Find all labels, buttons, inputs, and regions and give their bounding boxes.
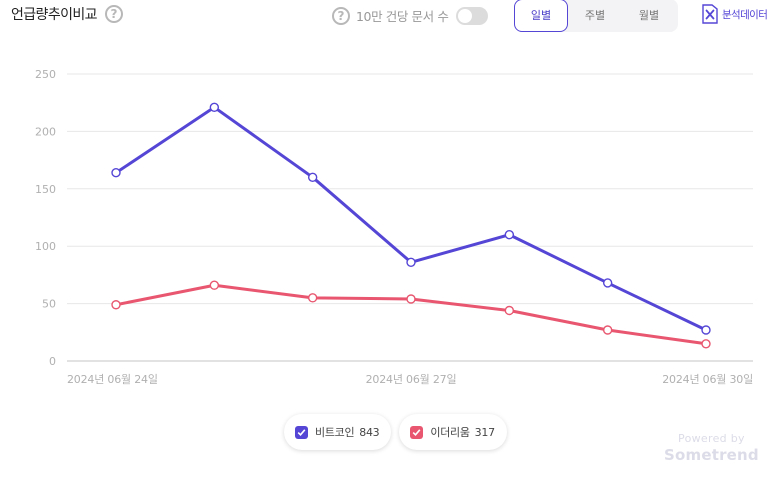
brand-logo: Sometrend [664,446,759,464]
legend: 비트코인 843 이더리움 317 [284,414,515,450]
excel-icon [702,4,718,24]
chart-title-group: 언급량추이비교 ? [11,4,123,24]
data-point-0 [209,102,220,112]
y-tick-label: 150 [35,183,56,196]
data-point-1 [111,300,121,310]
brand-watermark: Powered by Sometrend [664,432,759,464]
help-icon[interactable]: ? [332,6,350,25]
legend-count: 317 [474,425,495,439]
data-point-0 [307,172,318,183]
legend-label: 비트코인 [315,426,355,439]
normalize-label: 10만 건당 문서 수 [356,9,449,24]
data-point-0 [406,257,416,267]
powered-by-label: Powered by [678,432,745,445]
y-tick-label: 200 [35,125,56,138]
x-axis-ticks: 2024년 06월 24일 2024년 06월 27일 2024년 06월 30일 [67,372,753,386]
data-point-1 [209,280,220,290]
x-tick-label: 2024년 06월 27일 [366,372,457,386]
data-point-0 [504,230,515,240]
data-point-1 [504,305,515,316]
normalize-option: ? 10만 건당 문서 수 [332,6,489,25]
tab-weekly[interactable]: 주별 [584,9,606,22]
page-title: 언급량추이비교 [11,7,98,23]
x-tick-label: 2024년 06월 30일 [662,372,753,386]
series-line-1 [114,283,708,346]
data-point-1 [701,339,711,349]
y-tick-label: 250 [35,68,56,81]
series-lines [111,102,711,349]
y-tick-label: 50 [42,298,56,311]
data-point-1 [406,294,416,304]
data-point-0 [602,278,613,288]
export-label: 분석데이터 [722,8,768,21]
legend-label: 이더리움 [430,426,470,439]
data-point-1 [307,293,318,303]
period-tabs: 일별 주별 월별 [514,0,678,32]
y-tick-label: 0 [49,355,56,368]
data-point-0 [701,325,711,335]
tab-daily[interactable]: 일별 [514,0,568,32]
legend-item-ethereum[interactable]: 이더리움 317 [399,414,507,450]
legend-count: 843 [359,425,380,439]
data-point-1 [602,325,613,335]
toggle-knob [458,8,473,23]
help-icon[interactable]: ? [104,5,123,23]
data-point-0 [111,168,121,178]
y-axis-ticks: 0 50 100 150 200 250 [35,68,56,368]
checkbox-checked-icon [410,425,424,439]
grid-lines [67,73,753,362]
normalize-toggle[interactable] [456,6,489,25]
checkbox-checked-icon [295,425,308,439]
x-tick-label: 2024년 06월 24일 [67,372,158,386]
y-tick-label: 100 [35,240,56,253]
export-data-button[interactable]: 분석데이터 [701,4,768,24]
legend-item-bitcoin[interactable]: 비트코인 843 [284,414,392,450]
tab-monthly[interactable]: 월별 [638,9,660,22]
